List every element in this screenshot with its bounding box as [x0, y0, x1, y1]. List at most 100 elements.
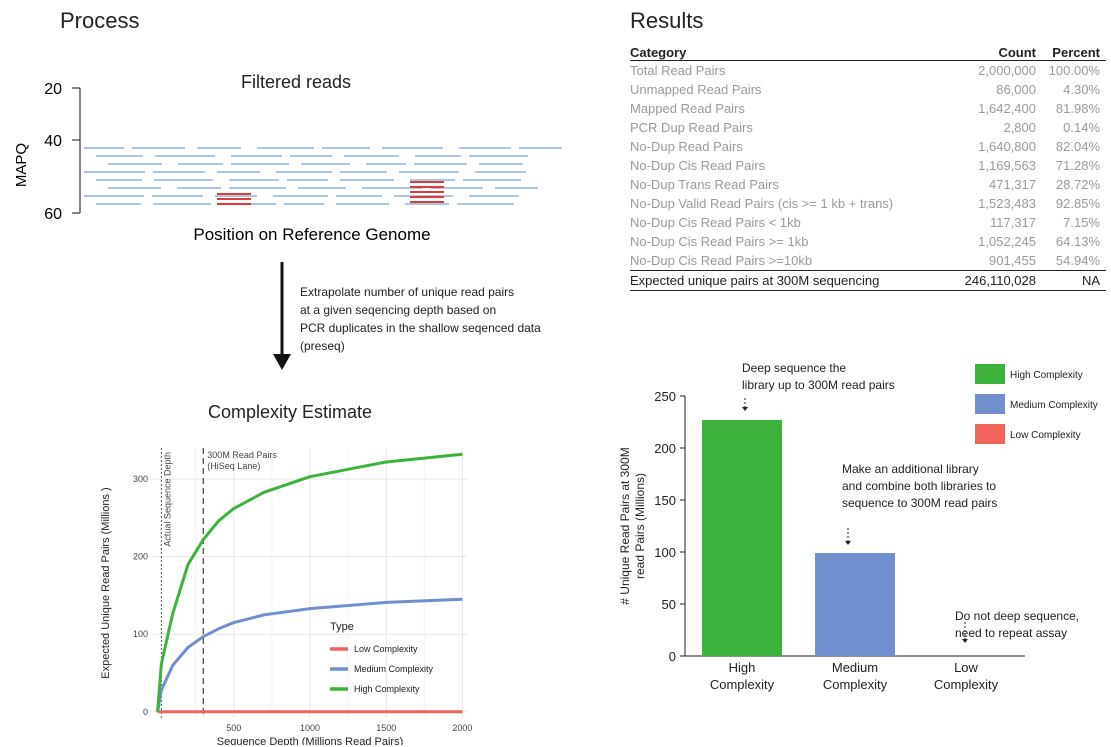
table-cell: 7.15%: [1063, 215, 1100, 230]
bar-category-label: Low: [954, 660, 978, 675]
x-axis-label: Sequence Depth (Millions Read Pairs): [217, 736, 403, 745]
note-line-2: at a given seqencing depth based on: [300, 303, 497, 317]
table-cell: No-Dup Cis Read Pairs: [630, 158, 766, 173]
bar-annotation: library up to 300M read pairs: [742, 378, 895, 392]
bar-y-tick-label: 50: [662, 597, 676, 612]
column-header: Count: [941, 45, 1042, 61]
bar-y-tick-label: 200: [654, 441, 676, 456]
x-tick-label: 1000: [300, 723, 320, 733]
bar-category-label: Complexity: [823, 677, 888, 692]
table-cell: No-Dup Cis Read Pairs >= 1kb: [630, 234, 809, 249]
annotation-arrowhead: [962, 639, 968, 643]
mapq-tick-20: 20: [44, 81, 62, 98]
bar: [702, 419, 782, 656]
column-header: Percent: [1042, 45, 1106, 61]
table-cell: 1,169,563: [978, 158, 1036, 173]
bar-y-tick-label: 250: [654, 389, 676, 404]
bar-legend-swatch: [975, 424, 1005, 444]
table-cell: 2,000,000: [978, 63, 1036, 78]
bar-legend-label: High Complexity: [1010, 370, 1083, 381]
bar-annotation: need to repeat assay: [955, 626, 1067, 640]
table-cell: 81.98%: [1055, 101, 1100, 116]
table-row: No-Dup Cis Read Pairs >= 1kb 1,052,245 64.…: [630, 232, 1106, 251]
series-line-high-complexity: [156, 452, 463, 712]
bar-y-tick-label: 0: [669, 649, 676, 664]
table-cell: 100.00%: [1048, 63, 1100, 78]
table-cell: 82.04%: [1055, 139, 1100, 154]
y-tick-label: 0: [143, 707, 148, 717]
bar-annotation: Deep sequence the: [742, 361, 846, 375]
bar-legend-swatch: [975, 364, 1005, 384]
table-cell: 246,110,028: [941, 270, 1042, 291]
complexity-bar-chart: 0 50 100 150 200 250 # Unique Read Pairs at 30…: [618, 361, 1098, 692]
bar: [815, 553, 895, 656]
table-cell: Unmapped Read Pairs: [630, 82, 762, 97]
table-cell: 92.85%: [1055, 196, 1100, 211]
bar-category-label: Complexity: [710, 677, 775, 692]
table-cell: PCR Dup Read Pairs: [630, 120, 753, 135]
table-cell: No-Dup Valid Read Pairs (cis >= 1 kb + t…: [630, 196, 894, 211]
bar-legend-label: Medium Complexity: [1010, 400, 1098, 411]
bar-legend-swatch: [975, 394, 1005, 414]
legend-label: High Complexity: [354, 684, 420, 694]
table-cell: 4.30%: [1063, 82, 1100, 97]
table-row: Mapped Read Pairs 1,642,400 81.98%: [630, 99, 1106, 118]
table-cell: 117,317: [989, 215, 1036, 230]
x-tick-label: 2000: [452, 723, 472, 733]
table-row: Unmapped Read Pairs 86,000 4.30%: [630, 80, 1106, 99]
mapq-label: MAPQ: [13, 143, 30, 187]
table-cell: Mapped Read Pairs: [630, 101, 745, 116]
complexity-title: Complexity Estimate: [208, 402, 373, 422]
y-tick-label: 100: [133, 629, 148, 639]
table-row: No-Dup Valid Read Pairs (cis >= 1 kb + t…: [630, 194, 1106, 213]
table-cell: No-Dup Trans Read Pairs: [630, 177, 779, 192]
annotation-arrowhead: [845, 541, 851, 545]
table-cell: 1,523,483: [978, 196, 1036, 211]
note-line-1: Extrapolate number of unique read pairs: [300, 285, 515, 299]
bar-category-label: Complexity: [934, 677, 999, 692]
results-table: Category Count Percent Total Read Pairs 2,0…: [630, 45, 1106, 291]
position-axis-label: Position on Reference Genome: [193, 225, 430, 244]
note-line-3: PCR duplicates in the shallow seqenced d…: [300, 321, 541, 335]
table-row: No-Dup Cis Read Pairs >=10kb 901,455 54.94…: [630, 251, 1106, 271]
complexity-line-chart: 500 1000 1500 2000 0 100 200 300 Sequence Depth …: [100, 448, 472, 745]
bar-annotation: sequence to 300M read pairs: [842, 496, 997, 510]
bar-legend-label: Low Complexity: [1010, 430, 1081, 441]
table-cell: No-Dup Read Pairs: [630, 139, 743, 154]
bar-y-axis-label-2: read Pairs (Millions): [633, 473, 647, 579]
results-title: Results: [630, 8, 704, 33]
table-row-expected: Expected unique pairs at 300M sequencing…: [630, 270, 1106, 291]
legend-label: Medium Complexity: [354, 664, 434, 674]
down-arrow-icon: [273, 262, 291, 370]
y-axis-label: Expected Unique Read Pairs (Millions ): [100, 487, 112, 678]
legend-title: Type: [330, 621, 354, 633]
y-tick-label: 200: [133, 552, 148, 562]
table-cell: 64.13%: [1055, 234, 1100, 249]
note-line-4: (preseq): [300, 339, 345, 353]
table-cell: NA: [1042, 270, 1106, 291]
bar-annotation: Do not deep sequence,: [955, 609, 1079, 623]
legend-label: Low Complexity: [354, 644, 418, 654]
mapq-tick-40: 40: [44, 133, 62, 150]
table-cell: 1,640,800: [978, 139, 1036, 154]
hiseq-annotation-2: (HiSeq Lane): [207, 461, 260, 471]
table-cell: 28.72%: [1055, 177, 1100, 192]
x-tick-label: 1500: [376, 723, 396, 733]
table-cell: 1,052,245: [978, 234, 1036, 249]
bar-y-axis-label-1: # Unique Read Pairs at 300M: [618, 447, 632, 604]
bar-y-tick-label: 100: [654, 545, 676, 560]
table-cell: Total Read Pairs: [630, 63, 726, 78]
filtered-reads-title: Filtered reads: [241, 72, 352, 92]
series-line-medium-complexity: [156, 597, 463, 713]
table-cell: 471,317: [989, 177, 1036, 192]
table-cell: Expected unique pairs at 300M sequencing: [630, 270, 941, 291]
bar-y-tick-label: 150: [654, 493, 676, 508]
table-cell: No-Dup Cis Read Pairs < 1kb: [630, 215, 801, 230]
hiseq-annotation-1: 300M Read Pairs: [207, 450, 277, 460]
table-cell: 71.28%: [1055, 158, 1100, 173]
extrapolate-note: Extrapolate number of unique read pairs …: [300, 283, 541, 355]
bar-category-label: Medium: [832, 660, 878, 675]
process-title: Process: [60, 8, 140, 33]
table-row: Total Read Pairs 2,000,000 100.00%: [630, 61, 1106, 81]
table-row: No-Dup Cis Read Pairs < 1kb 117,317 7.15%: [630, 213, 1106, 232]
